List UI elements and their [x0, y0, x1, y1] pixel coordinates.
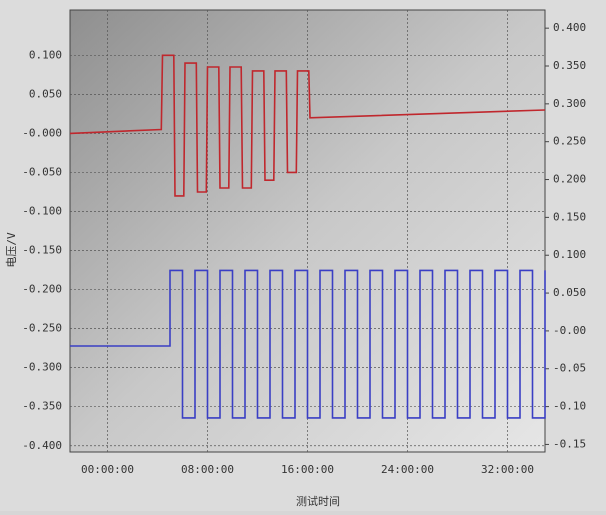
x-tick-label: 24:00:00 — [381, 463, 434, 476]
y-tick-label: 0.100 — [29, 48, 62, 61]
y2-tick-label: 0.150 — [553, 210, 586, 223]
y2-tick-label: 0.350 — [553, 59, 586, 72]
y-tick-label: -0.250 — [22, 322, 62, 335]
y-axis-label: 电压/V — [5, 232, 18, 268]
x-tick-label: 08:00:00 — [181, 463, 234, 476]
y-tick-label: -0.200 — [22, 283, 62, 296]
x-tick-label: 00:00:00 — [81, 463, 134, 476]
y2-tick-label: 0.100 — [553, 248, 586, 261]
x-tick-label: 16:00:00 — [281, 463, 334, 476]
y-tick-label: -0.100 — [22, 204, 62, 217]
y-tick-label: -0.000 — [22, 126, 62, 139]
series-line — [70, 269, 546, 419]
x-axis-label: 测试时间 — [296, 495, 340, 508]
x-tick-label: 32:00:00 — [481, 463, 534, 476]
y2-tick-label: 0.050 — [553, 286, 586, 299]
y-tick-label: -0.050 — [22, 165, 62, 178]
series-line — [69, 54, 546, 197]
y2-tick-label: -0.00 — [553, 324, 586, 337]
y2-tick-label: -0.10 — [553, 400, 586, 413]
y-tick-label: -0.400 — [22, 439, 62, 452]
y2-tick-label: -0.15 — [553, 437, 586, 450]
y2-tick-label: -0.05 — [553, 362, 586, 375]
y-tick-label: -0.350 — [22, 400, 62, 413]
y2-tick-label: 0.200 — [553, 173, 586, 186]
y2-tick-label: 0.250 — [553, 135, 586, 148]
y2-tick-label: 0.400 — [553, 21, 586, 34]
y-tick-label: -0.300 — [22, 361, 62, 374]
y-tick-label: 0.050 — [29, 87, 62, 100]
y-tick-label: -0.150 — [22, 244, 62, 257]
y2-tick-label: 0.300 — [553, 97, 586, 110]
